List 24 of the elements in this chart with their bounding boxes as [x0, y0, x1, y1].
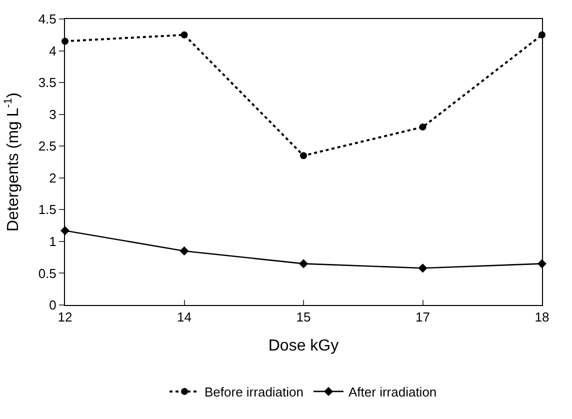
- y-tick-label: 1: [49, 234, 56, 249]
- point: [300, 152, 307, 160]
- point: [180, 246, 189, 256]
- y-tick-label: 3.5: [38, 75, 56, 90]
- x-tick-label: 15: [296, 310, 311, 325]
- y-tick-label: 3: [49, 106, 56, 122]
- y-tick-label: 1.5: [38, 202, 56, 218]
- x-tick-label: 18: [534, 310, 550, 325]
- y-tick-label: 2: [49, 170, 56, 186]
- x-axis-title: Dose kGy: [268, 337, 339, 354]
- x-tick-label: 17: [416, 310, 430, 325]
- y-tick-label: 0: [49, 298, 56, 313]
- point: [298, 259, 308, 268]
- point: [418, 264, 428, 273]
- legend-label: After irradiation: [348, 384, 437, 400]
- y-tick-label: 2.5: [38, 138, 56, 154]
- x-tick-label: 12: [58, 310, 72, 325]
- point: [419, 124, 426, 131]
- legend-label: Before irradiation: [204, 384, 304, 400]
- x-tick-label: 14: [177, 310, 192, 325]
- y-tick-label: 4: [49, 43, 56, 58]
- point: [180, 31, 188, 38]
- y-tick-label: 0.5: [38, 266, 56, 281]
- y-tick-label: 4.5: [38, 12, 56, 27]
